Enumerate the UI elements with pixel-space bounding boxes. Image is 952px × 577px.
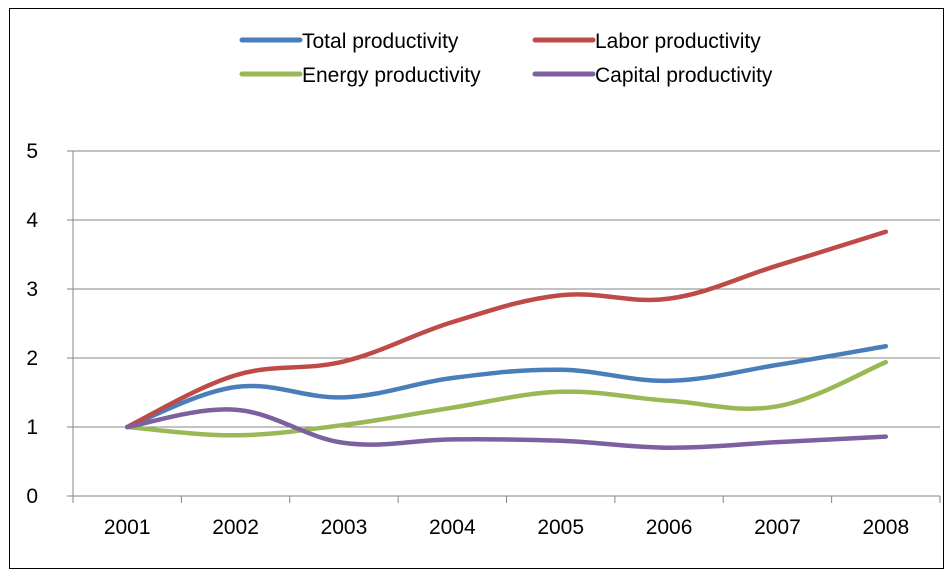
series-line-energy-productivity [124,359,889,438]
x-tick-label: 2002 [212,516,259,539]
legend-label: Capital productivity [595,64,773,87]
legend-label: Energy productivity [302,64,481,87]
legend-item-total-productivity: Total productivity [239,30,459,53]
x-tick-label: 2003 [321,516,368,539]
y-tick-label: 2 [26,347,38,370]
x-tick-label: 2004 [429,516,476,539]
gridlines [73,150,940,428]
series-line-capital-productivity [124,407,889,450]
y-tick-labels: 0 1 2 3 4 5 [26,140,38,508]
series-lines [124,229,889,450]
y-tick-label: 5 [26,140,38,163]
legend-label: Labor productivity [595,30,761,53]
legend-item-energy-productivity: Energy productivity [239,64,481,87]
x-tick-label: 2001 [104,516,151,539]
legend-item-labor-productivity: Labor productivity [532,30,761,53]
x-tick-label: 2005 [537,516,584,539]
legend-item-capital-productivity: Capital productivity [532,64,773,87]
y-tick-label: 4 [26,209,38,232]
y-tick-label: 0 [26,485,38,508]
y-tick-label: 3 [26,278,38,301]
x-tick-label: 2008 [862,516,909,539]
x-tick-labels: 2001 2002 2003 2004 2005 2006 2007 2008 [104,516,909,539]
legend-label: Total productivity [302,30,459,53]
legend: Total productivity Labor productivity Ener… [239,30,773,87]
y-tick-label: 1 [26,416,38,439]
axes [67,150,941,503]
series-line-labor-productivity [124,229,889,430]
x-tick-label: 2006 [646,516,693,539]
x-tick-label: 2007 [754,516,801,539]
series-line-total-productivity [124,344,889,430]
